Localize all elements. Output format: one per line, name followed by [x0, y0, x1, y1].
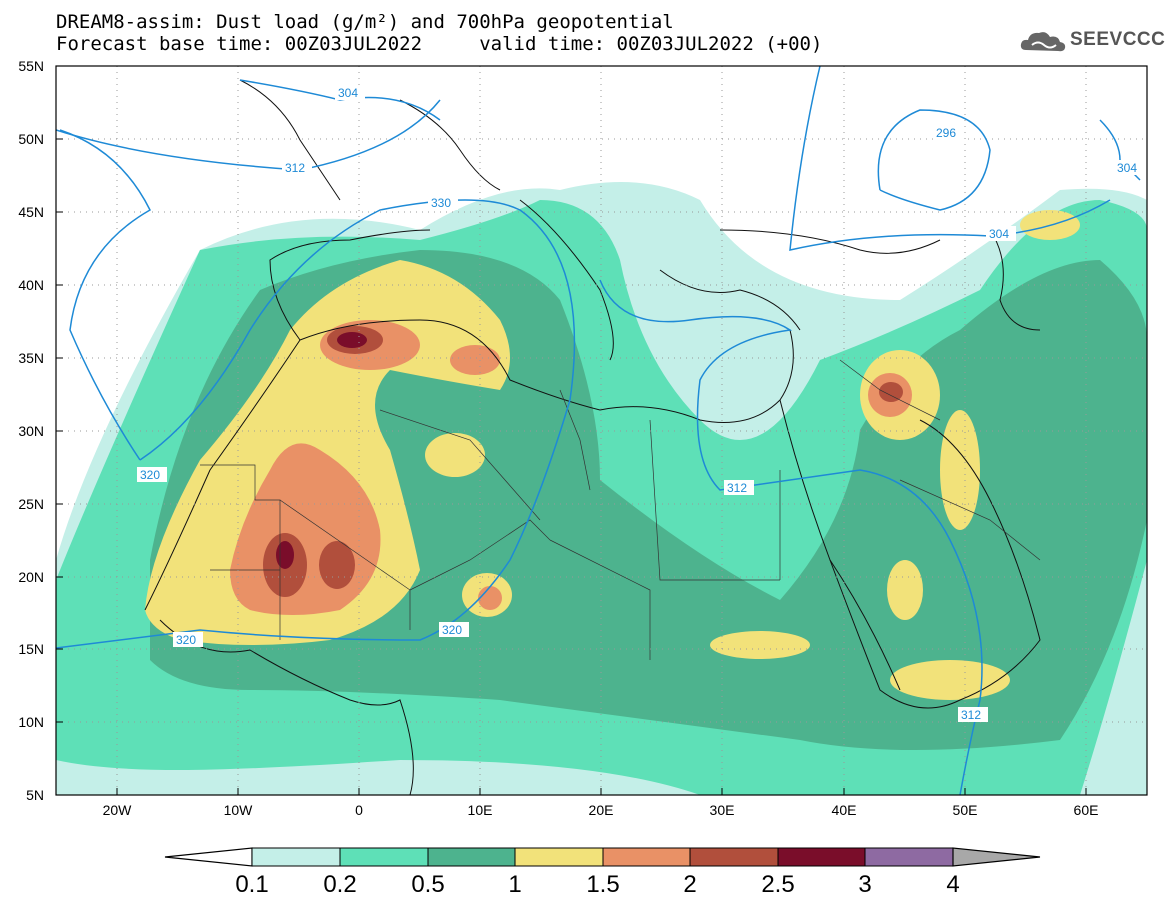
colorbar-swatch-7 — [864, 847, 954, 867]
lat-label: 15N — [18, 641, 44, 657]
lat-label: 5N — [26, 787, 44, 803]
lat-label: 30N — [18, 423, 44, 439]
colorbar-label: 2.5 — [761, 871, 795, 898]
contour-label-296: 296 — [936, 126, 956, 140]
contour-label-320b: 320 — [176, 633, 196, 647]
contour-label-304c: 304 — [1117, 161, 1137, 175]
contour-labels: 304 312 320 330 296 304 312 320 320 312 … — [137, 85, 1144, 722]
colorbar-label: 0.2 — [323, 871, 357, 898]
colorbar-label: 0.5 — [411, 871, 445, 898]
colorbar-swatch-1 — [339, 847, 429, 867]
contour-label-320a: 320 — [140, 468, 160, 482]
contour-label-304a: 304 — [338, 86, 358, 100]
colorbar-swatch-2 — [427, 847, 516, 867]
country-borders — [200, 359, 1041, 660]
map-title: DREAM8-assim: Dust load (g/m²) and 700hP… — [56, 11, 674, 33]
lat-label: 20N — [18, 569, 44, 585]
lon-label: 20W — [102, 802, 132, 818]
colorbar-swatch-0 — [251, 847, 341, 867]
colorbar-swatch-6 — [777, 847, 866, 867]
colorbar-right-arrow — [952, 847, 1041, 867]
lat-label: 45N — [18, 204, 44, 220]
lat-label: 35N — [18, 350, 44, 366]
colorbar-label: 1 — [508, 871, 522, 898]
contour-label-312a: 312 — [285, 161, 305, 175]
colorbar-swatch-4 — [602, 847, 691, 867]
contour-label-304b: 304 — [989, 227, 1009, 241]
lon-label: 40E — [831, 802, 857, 818]
colorbar-swatch-3 — [514, 847, 604, 867]
map-subtitle: Forecast base time: 00Z03JUL2022 valid t… — [56, 33, 823, 55]
lon-label: 0 — [355, 802, 363, 818]
seevccc-logo: SEEVCCC — [1018, 26, 1165, 56]
colorbar-left-arrow — [164, 847, 253, 867]
logo-text: SEEVCCC — [1070, 29, 1165, 50]
contour-label-312c: 312 — [961, 708, 981, 722]
dust-field — [56, 66, 1147, 795]
colorbar-label: 1.5 — [586, 871, 620, 898]
contour-label-330: 330 — [431, 196, 451, 210]
contour-label-312b: 312 — [727, 481, 747, 495]
lat-label: 40N — [18, 277, 44, 293]
lon-label: 10W — [223, 802, 253, 818]
lat-label: 25N — [18, 496, 44, 512]
lat-label: 50N — [18, 131, 44, 147]
lon-label: 20E — [588, 802, 614, 818]
lon-label: 30E — [709, 802, 735, 818]
cloud-icon — [1020, 32, 1066, 52]
lat-label: 55N — [18, 58, 44, 74]
colorbar-swatch-5 — [689, 847, 779, 867]
colorbar-label: 4 — [946, 871, 960, 898]
colorbar-label: 0.1 — [235, 871, 269, 898]
colorbar-label: 3 — [858, 871, 872, 898]
colorbar — [164, 847, 1041, 867]
lat-label: 10N — [18, 714, 44, 730]
axis-ticks — [56, 65, 1087, 796]
lon-label: 10E — [467, 802, 493, 818]
lon-label: 60E — [1073, 802, 1099, 818]
contour-label-320c: 320 — [442, 623, 462, 637]
lon-label: 50E — [952, 802, 978, 818]
colorbar-label: 2 — [683, 871, 697, 898]
coastlines — [144, 79, 1041, 795]
